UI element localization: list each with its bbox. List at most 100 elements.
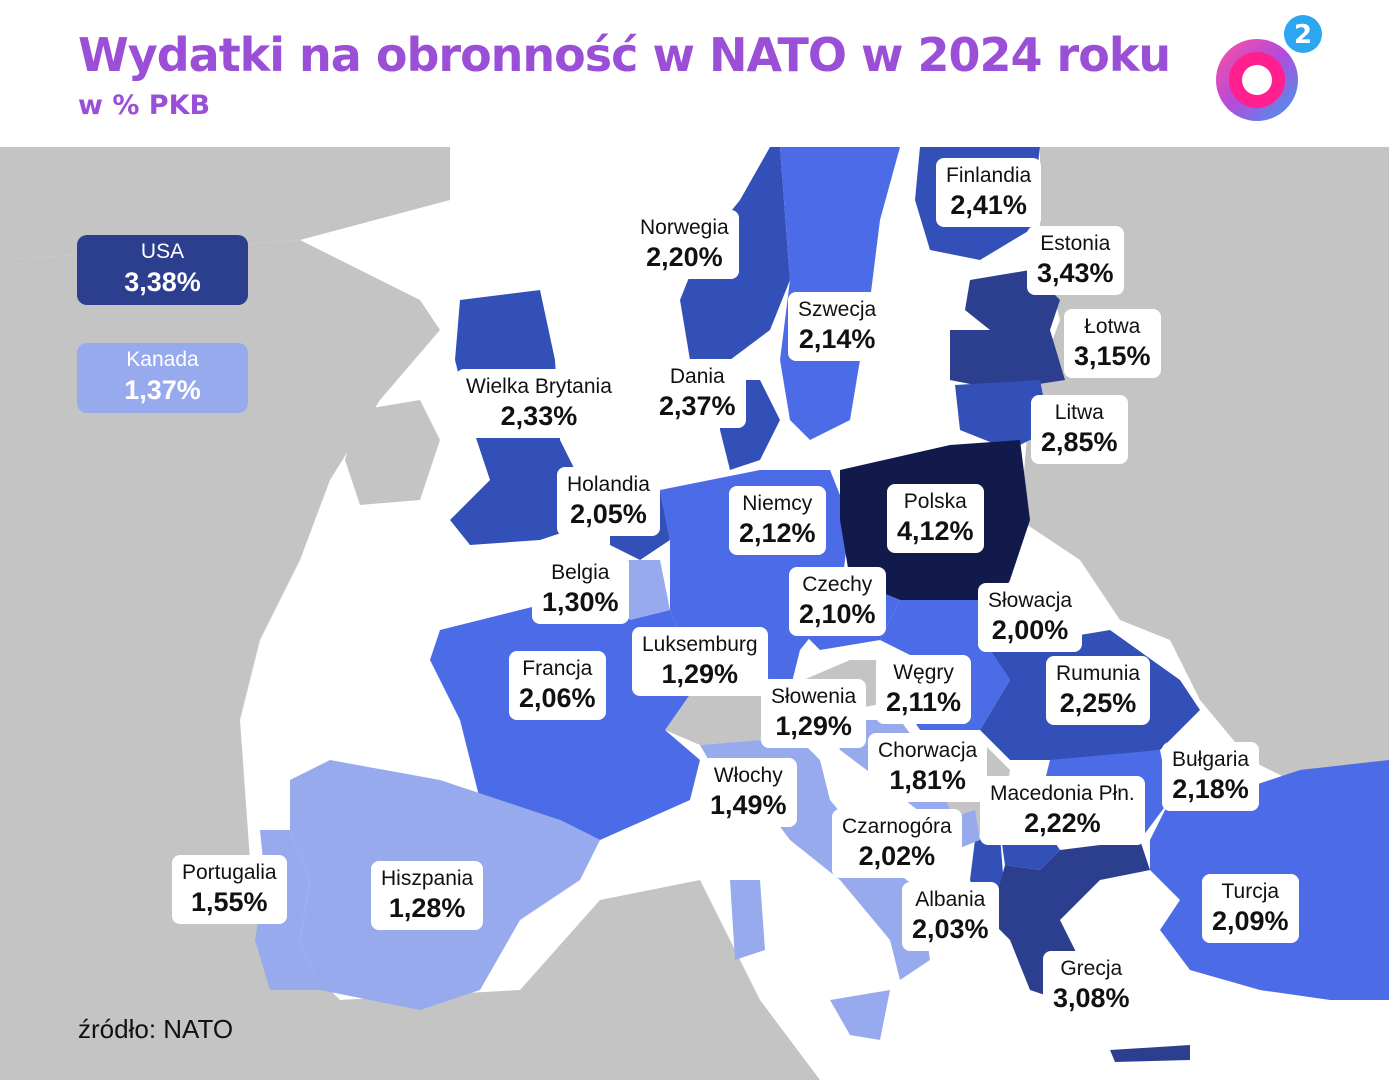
label-name: Finlandia — [946, 164, 1032, 187]
label-name: Macedonia Płn. — [990, 782, 1135, 805]
chart-subtitle: w % PKB — [78, 90, 211, 121]
land-switzerland-grey — [660, 680, 780, 745]
label-latvia: Łotwa 3,15% — [1064, 309, 1161, 378]
label-north-macedonia: Macedonia Płn. 2,22% — [980, 776, 1145, 845]
label-name: Bułgaria — [1172, 748, 1250, 771]
label-name: Chorwacja — [878, 739, 978, 762]
label-value: 2,12% — [739, 518, 816, 548]
map: USA 3,38% Kanada 1,37% Finlandia 2,41% N… — [0, 147, 1389, 1080]
legend-canada-value: 1,37% — [124, 375, 201, 405]
label-value: 2,03% — [912, 914, 989, 944]
label-name: Słowenia — [771, 685, 857, 708]
land-africa-grey — [300, 1010, 760, 1080]
label-italy: Włochy 1,49% — [700, 758, 797, 827]
label-name: Estonia — [1040, 232, 1111, 255]
label-value: 2,20% — [646, 242, 723, 272]
label-greece: Grecja 3,08% — [1043, 951, 1140, 1020]
legend-canada-name: Kanada — [126, 348, 199, 371]
label-value: 2,00% — [991, 615, 1069, 645]
label-value: 3,15% — [1074, 341, 1151, 371]
label-name: Czarnogóra — [842, 815, 952, 838]
label-name: Norwegia — [640, 216, 729, 239]
label-value: 2,10% — [799, 599, 876, 629]
label-slovakia: Słowacja 2,00% — [978, 583, 1083, 652]
source-note: źródło: NATO — [78, 1014, 234, 1044]
label-name: Czechy — [802, 573, 873, 596]
label-value: 2,06% — [519, 683, 596, 713]
land-south-grey — [0, 720, 820, 1080]
label-germany: Niemcy 2,12% — [729, 486, 826, 555]
label-name: Włochy — [713, 764, 783, 787]
label-name: Belgia — [551, 561, 610, 584]
label-denmark: Dania 2,37% — [649, 359, 746, 428]
label-value: 2,18% — [1172, 774, 1249, 804]
label-uk: Wielka Brytania 2,33% — [456, 369, 622, 438]
label-luxembourg: Luksemburg 1,29% — [632, 627, 768, 696]
label-name: Litwa — [1054, 401, 1104, 424]
label-sweden: Szwecja 2,14% — [788, 292, 887, 361]
chart-title: Wydatki na obronność w NATO w 2024 roku — [78, 28, 1171, 82]
label-turkey: Turcja 2,09% — [1202, 874, 1299, 943]
header: Wydatki na obronność w NATO w 2024 roku … — [0, 0, 1389, 147]
label-name: Albania — [915, 888, 986, 911]
label-name: Luksemburg — [642, 633, 758, 656]
label-name: Polska — [903, 490, 967, 513]
country-lithuania — [955, 380, 1050, 450]
label-poland: Polska 4,12% — [887, 484, 984, 553]
label-value: 2,02% — [858, 841, 936, 871]
label-value: 3,08% — [1053, 983, 1130, 1013]
label-netherlands: Holandia 2,05% — [557, 467, 660, 536]
label-name: Niemcy — [742, 492, 813, 515]
label-value: 2,37% — [659, 391, 736, 421]
label-spain: Hiszpania 1,28% — [371, 861, 484, 930]
label-france: Francja 2,06% — [509, 651, 606, 720]
label-name: Turcja — [1221, 880, 1280, 903]
label-name: Łotwa — [1084, 315, 1141, 338]
label-croatia: Chorwacja 1,81% — [868, 733, 988, 802]
label-romania: Rumunia 2,25% — [1046, 656, 1151, 725]
label-value: 2,41% — [950, 190, 1027, 220]
label-value: 2,11% — [886, 687, 962, 717]
label-bulgaria: Bułgaria 2,18% — [1162, 742, 1260, 811]
label-value: 1,30% — [542, 587, 619, 617]
label-name: Hiszpania — [381, 867, 474, 890]
country-slovakia — [880, 600, 1000, 660]
label-value: 2,22% — [1024, 808, 1101, 838]
label-value: 2,05% — [570, 499, 647, 529]
label-finland: Finlandia 2,41% — [936, 158, 1042, 227]
legend-usa: USA 3,38% — [77, 235, 248, 305]
label-portugal: Portugalia 1,55% — [172, 855, 287, 924]
label-value: 1,55% — [191, 887, 268, 917]
label-estonia: Estonia 3,43% — [1027, 226, 1124, 295]
label-slovenia: Słowenia 1,29% — [761, 679, 867, 748]
label-value: 2,09% — [1212, 906, 1289, 936]
label-value: 3,43% — [1037, 258, 1114, 288]
label-belgium: Belgia 1,30% — [532, 555, 629, 624]
label-lithuania: Litwa 2,85% — [1031, 395, 1128, 464]
land-north-grey — [0, 147, 450, 260]
label-value: 2,25% — [1059, 688, 1137, 718]
label-montenegro: Czarnogóra 2,02% — [832, 809, 962, 878]
label-name: Dania — [669, 365, 725, 388]
label-name: Rumunia — [1056, 662, 1141, 685]
label-czechia: Czechy 2,10% — [789, 567, 886, 636]
country-crete — [1110, 1045, 1190, 1062]
label-value: 1,29% — [661, 659, 739, 689]
label-value: 2,33% — [500, 401, 578, 431]
label-value: 2,14% — [798, 324, 876, 354]
legend-usa-value: 3,38% — [124, 267, 201, 297]
label-value: 1,81% — [889, 765, 966, 795]
country-latvia — [950, 330, 1065, 390]
label-value: 1,49% — [710, 790, 787, 820]
label-name: Wielka Brytania — [466, 375, 612, 398]
country-sardinia — [730, 880, 765, 960]
label-albania: Albania 2,03% — [902, 882, 999, 951]
label-name: Grecja — [1060, 957, 1123, 980]
legend-canada: Kanada 1,37% — [77, 343, 248, 413]
o2-logo-icon: 2 — [1216, 15, 1322, 121]
label-name: Słowacja — [988, 589, 1073, 612]
country-greece — [990, 840, 1150, 1000]
label-name: Węgry — [893, 661, 954, 684]
label-name: Szwecja — [798, 298, 877, 321]
label-norway: Norwegia 2,20% — [630, 210, 739, 279]
